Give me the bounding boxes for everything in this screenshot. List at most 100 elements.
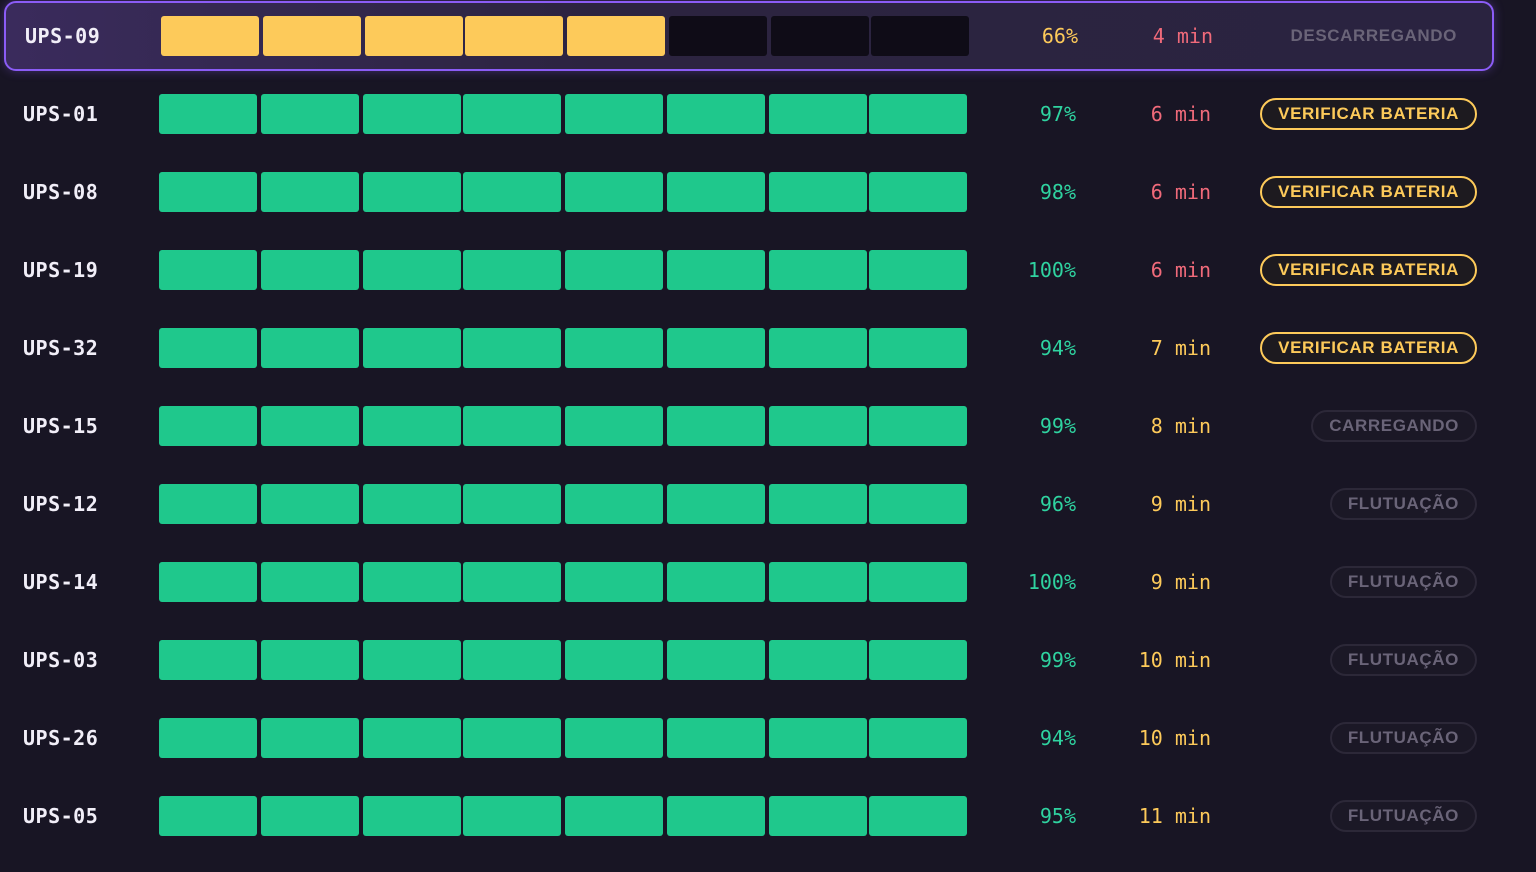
ups-name: UPS-12: [23, 492, 99, 516]
ups-row[interactable]: UPS-03 99% 10 min FLUTUAÇÃO: [4, 625, 1494, 695]
battery-cell-filled: [159, 94, 257, 134]
battery-cell-filled: [769, 250, 867, 290]
runtime-estimate: 9 min: [1150, 492, 1211, 516]
battery-cell-filled: [261, 562, 359, 602]
ups-row[interactable]: UPS-15 99% 8 min CARREGANDO: [4, 391, 1494, 461]
battery-cell-filled: [565, 328, 663, 368]
status-badge[interactable]: VERIFICAR BATERIA: [1260, 176, 1477, 208]
battery-cell-filled: [363, 94, 461, 134]
battery-cell-filled: [667, 484, 765, 524]
charge-percent: 98%: [1039, 180, 1076, 204]
battery-cell-filled: [363, 406, 461, 446]
battery-cell-filled: [769, 718, 867, 758]
battery-cell-bar: [159, 484, 967, 524]
battery-cell-filled: [869, 250, 967, 290]
ups-row[interactable]: UPS-08 98% 6 min VERIFICAR BATERIA: [4, 157, 1494, 227]
runtime-estimate: 10 min: [1138, 648, 1211, 672]
ups-name: UPS-26: [23, 726, 99, 750]
battery-cell-filled: [869, 640, 967, 680]
battery-cell-filled: [363, 562, 461, 602]
battery-cell-filled: [463, 406, 561, 446]
battery-cell-bar: [159, 718, 967, 758]
battery-cell-filled: [159, 328, 257, 368]
battery-cell-filled: [159, 718, 257, 758]
charge-percent: 100%: [1027, 258, 1076, 282]
battery-cell-filled: [567, 16, 665, 56]
status-badge[interactable]: VERIFICAR BATERIA: [1260, 98, 1477, 130]
runtime-estimate: 10 min: [1138, 726, 1211, 750]
battery-cell-bar: [159, 250, 967, 290]
battery-cell-filled: [769, 484, 867, 524]
ups-row[interactable]: UPS-19 100% 6 min VERIFICAR BATERIA: [4, 235, 1494, 305]
battery-cell-filled: [161, 16, 259, 56]
battery-cell-filled: [565, 406, 663, 446]
battery-cell-filled: [565, 562, 663, 602]
battery-cell-filled: [261, 796, 359, 836]
battery-cell-bar: [161, 16, 969, 56]
battery-cell-filled: [463, 640, 561, 680]
battery-cell-filled: [159, 250, 257, 290]
battery-cell-filled: [263, 16, 361, 56]
battery-cell-filled: [363, 484, 461, 524]
runtime-estimate: 6 min: [1150, 258, 1211, 282]
battery-cell-filled: [869, 94, 967, 134]
ups-name: UPS-09: [25, 24, 101, 48]
battery-cell-bar: [159, 172, 967, 212]
battery-cell-filled: [869, 406, 967, 446]
battery-cell-filled: [667, 406, 765, 446]
runtime-estimate: 11 min: [1138, 804, 1211, 828]
ups-row[interactable]: UPS-12 96% 9 min FLUTUAÇÃO: [4, 469, 1494, 539]
battery-cell-filled: [261, 94, 359, 134]
battery-cell-filled: [261, 406, 359, 446]
battery-cell-filled: [869, 328, 967, 368]
ups-row[interactable]: UPS-32 94% 7 min VERIFICAR BATERIA: [4, 313, 1494, 383]
charge-percent: 96%: [1039, 492, 1076, 516]
battery-cell-filled: [869, 718, 967, 758]
ups-name: UPS-15: [23, 414, 99, 438]
battery-cell-filled: [565, 250, 663, 290]
battery-cell-filled: [159, 172, 257, 212]
battery-cell-filled: [261, 484, 359, 524]
runtime-estimate: 6 min: [1150, 102, 1211, 126]
battery-cell-filled: [261, 640, 359, 680]
runtime-estimate: 4 min: [1152, 24, 1213, 48]
battery-cell-filled: [463, 562, 561, 602]
battery-cell-filled: [769, 640, 867, 680]
battery-cell-filled: [463, 718, 561, 758]
battery-cell-filled: [363, 172, 461, 212]
ups-row[interactable]: UPS-05 95% 11 min FLUTUAÇÃO: [4, 781, 1494, 851]
ups-name: UPS-05: [23, 804, 99, 828]
charge-percent: 66%: [1041, 24, 1078, 48]
battery-cell-filled: [769, 796, 867, 836]
status-badge: DESCARREGANDO: [1290, 26, 1457, 45]
status-badge[interactable]: VERIFICAR BATERIA: [1260, 254, 1477, 286]
battery-cell-filled: [363, 640, 461, 680]
battery-cell-bar: [159, 328, 967, 368]
battery-cell-filled: [159, 796, 257, 836]
battery-cell-bar: [159, 640, 967, 680]
battery-cell-filled: [261, 328, 359, 368]
status-badge: FLUTUAÇÃO: [1329, 644, 1477, 676]
battery-cell-bar: [159, 796, 967, 836]
ups-row[interactable]: UPS-09 66% 4 min DESCARREGANDO: [4, 1, 1494, 71]
ups-row[interactable]: UPS-01 97% 6 min VERIFICAR BATERIA: [4, 79, 1494, 149]
status-badge: FLUTUAÇÃO: [1329, 488, 1477, 520]
battery-cell-filled: [261, 172, 359, 212]
battery-cell-filled: [769, 406, 867, 446]
battery-cell-filled: [667, 640, 765, 680]
charge-percent: 99%: [1039, 414, 1076, 438]
battery-cell-empty: [669, 16, 767, 56]
status-badge[interactable]: VERIFICAR BATERIA: [1260, 332, 1477, 364]
battery-cell-filled: [769, 172, 867, 212]
battery-cell-bar: [159, 562, 967, 602]
battery-cell-filled: [769, 94, 867, 134]
battery-cell-filled: [463, 172, 561, 212]
ups-row[interactable]: UPS-26 94% 10 min FLUTUAÇÃO: [4, 703, 1494, 773]
battery-cell-bar: [159, 94, 967, 134]
battery-cell-filled: [365, 16, 463, 56]
battery-cell-filled: [667, 718, 765, 758]
battery-cell-filled: [363, 718, 461, 758]
battery-cell-filled: [463, 796, 561, 836]
ups-row[interactable]: UPS-14 100% 9 min FLUTUAÇÃO: [4, 547, 1494, 617]
